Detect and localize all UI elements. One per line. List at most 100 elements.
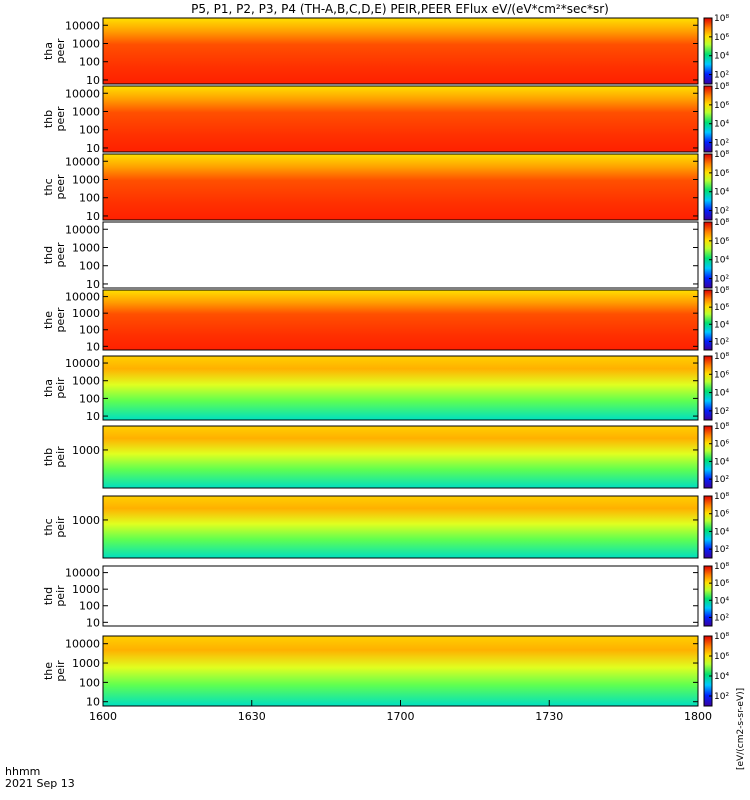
colorbar-tick-label: 10²	[714, 71, 729, 81]
colorbar-tick-label: 10⁸	[714, 632, 729, 642]
y-tick-label: 100	[79, 324, 100, 337]
spectrogram-image	[103, 154, 698, 220]
y-axis: 10 100 1000 10000	[65, 155, 698, 223]
x-tick-label: 1730	[535, 710, 563, 723]
y-axis-label: peir	[54, 660, 67, 682]
y-axis-label: the	[42, 662, 55, 680]
y-tick-label: 10000	[65, 155, 100, 168]
y-tick-label: 100	[79, 600, 100, 613]
colorbar-tick-label: 10²	[714, 275, 729, 285]
colorbar-tick-label: 10⁸	[714, 352, 729, 362]
y-axis: 1000	[72, 444, 698, 457]
y-axis-label: peir	[54, 585, 67, 607]
colorbar-tick-label: 10⁴	[714, 256, 729, 266]
y-axis-label: peer	[54, 242, 67, 268]
panel-thb-peer: 10 100 1000 10000 thb peer 10² 10⁴ 10⁶ 10⁸	[42, 82, 729, 155]
y-tick-label: 1000	[72, 657, 100, 670]
y-tick-label: 100	[79, 260, 100, 273]
y-axis-label: peer	[54, 307, 67, 333]
y-tick-label: 10000	[65, 223, 100, 236]
panel-tha-peir: 10 100 1000 10000 tha peir 10² 10⁴ 10⁶ 10⁸	[42, 352, 729, 423]
colorbar-tick-label: 10⁴	[714, 188, 729, 198]
colorbar-scale	[703, 425, 713, 489]
colorbar-scale	[703, 153, 713, 221]
spectrogram-image	[103, 290, 698, 350]
y-tick-label: 10	[86, 616, 100, 629]
y-axis-label: peir	[54, 377, 67, 399]
panel-frame	[102, 221, 699, 289]
colorbar-tick-label: 10⁸	[714, 150, 729, 160]
colorbar-tick-label: 10⁶	[714, 510, 729, 520]
x-tick-label: 1700	[387, 710, 415, 723]
colorbar: 10² 10⁴ 10⁶ 10⁸	[703, 82, 729, 153]
panel-tha-peer: 10 100 1000 10000 tha peer 10² 10⁴ 10⁶ 10⁸	[42, 14, 729, 87]
panel-frame	[102, 425, 699, 489]
y-tick-label: 10	[86, 340, 100, 353]
colorbar-tick-label: 10⁴	[714, 527, 729, 537]
colorbar-scale	[703, 17, 713, 85]
panel-frame	[102, 355, 699, 421]
colorbar-tick-label: 10⁶	[714, 101, 729, 111]
x-tick-label: 1600	[89, 710, 117, 723]
colorbar-scale	[703, 221, 713, 289]
y-axis-label: peer	[54, 106, 67, 132]
y-axis: 10 100 1000 10000	[65, 357, 698, 423]
y-axis: 10 100 1000 10000	[65, 87, 698, 155]
colorbar-tick-label: 10²	[714, 613, 729, 623]
panel-frame	[102, 565, 699, 627]
colorbar-tick-label: 10⁴	[714, 457, 729, 467]
colorbar-scale	[703, 355, 713, 421]
y-axis: 10 100 1000 10000	[65, 223, 698, 291]
panel-frame	[102, 85, 699, 153]
spectrogram-image	[103, 356, 698, 420]
spectrogram-image	[103, 426, 698, 488]
x-tick-label: 1630	[238, 710, 266, 723]
y-axis-label: peir	[54, 516, 67, 538]
colorbar: 10² 10⁴ 10⁶ 10⁸	[703, 150, 729, 221]
y-axis: 10 100 1000 10000	[65, 567, 698, 629]
x-corner-label-time: hhmm	[5, 765, 40, 778]
x-tick-label: 1800	[684, 710, 712, 723]
colorbar-tick-label: 10⁶	[714, 370, 729, 380]
colorbar-unit-label: [eV/(cm2-s-sr-eV)]	[736, 688, 746, 770]
panel-thc-peer: 10 100 1000 10000 thc peer 10² 10⁴ 10⁶ 10⁸	[42, 150, 729, 223]
y-tick-label: 10000	[65, 291, 100, 304]
panel-frame	[102, 289, 699, 351]
y-tick-label: 1000	[72, 105, 100, 118]
colorbar: 10² 10⁴ 10⁶ 10⁸	[703, 352, 729, 421]
y-tick-label: 10000	[65, 567, 100, 580]
y-tick-label: 100	[79, 192, 100, 205]
colorbar-tick-label: 10⁶	[714, 169, 729, 179]
panel-thd-peir: 10 100 1000 10000 thd peir 10² 10⁴ 10⁶ 10⁸	[42, 562, 729, 629]
panel-frame	[102, 495, 699, 559]
colorbar-scale	[703, 289, 713, 351]
colorbar-tick-label: 10⁴	[714, 596, 729, 606]
colorbar-tick-label: 10²	[714, 545, 729, 555]
y-axis-label: thc	[42, 518, 55, 535]
colorbar-tick-label: 10²	[714, 692, 729, 702]
panel-frame	[102, 17, 699, 85]
panel-thb-peir: 1000 thb peir 10² 10⁴ 10⁶ 10⁸	[42, 422, 729, 489]
y-axis: 10 100 1000 10000	[65, 638, 698, 709]
colorbar: 10² 10⁴ 10⁶ 10⁸	[703, 422, 729, 489]
y-tick-label: 10000	[65, 19, 100, 32]
y-axis-label: thb	[42, 448, 55, 466]
colorbar-scale	[703, 85, 713, 153]
y-tick-label: 10	[86, 278, 100, 291]
y-tick-label: 10	[86, 410, 100, 423]
colorbar-tick-label: 10⁴	[714, 672, 729, 682]
panel-thc-peir: 1000 thc peir 10² 10⁴ 10⁶ 10⁸	[42, 492, 729, 559]
y-axis-label: thd	[42, 246, 55, 264]
y-tick-label: 1000	[72, 307, 100, 320]
colorbar-tick-label: 10⁸	[714, 492, 729, 502]
colorbar-tick-label: 10⁴	[714, 52, 729, 62]
colorbar: 10² 10⁴ 10⁶ 10⁸	[703, 562, 729, 627]
colorbar-tick-label: 10⁸	[714, 562, 729, 572]
colorbar-tick-label: 10⁸	[714, 422, 729, 432]
colorbar-tick-label: 10²	[714, 407, 729, 417]
colorbar-tick-label: 10⁸	[714, 82, 729, 92]
colorbar-tick-label: 10²	[714, 337, 729, 347]
spectrogram-image	[103, 18, 698, 84]
colorbar: 10² 10⁴ 10⁶ 10⁸	[703, 14, 729, 85]
